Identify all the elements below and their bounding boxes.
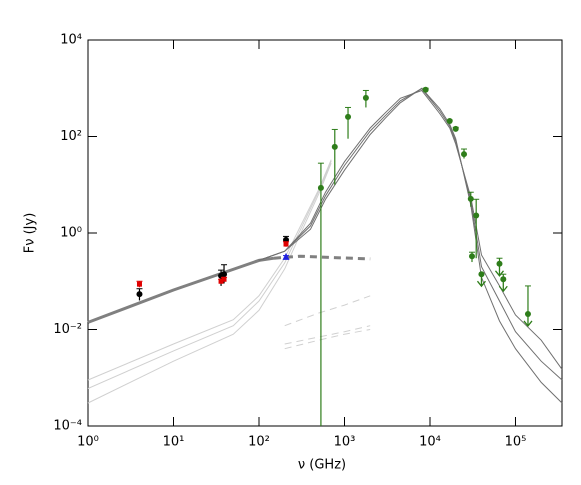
data-point (345, 113, 352, 120)
data-point (446, 117, 453, 124)
model-curve (87, 160, 332, 389)
data-point (524, 310, 531, 317)
data-point (282, 252, 290, 260)
model-curve (258, 87, 563, 404)
x-tick-label: 10⁰ (77, 435, 99, 450)
y-tick-label: 10⁻⁴ (53, 419, 82, 434)
x-tick-label: 10⁴ (419, 435, 441, 450)
model-curve (284, 325, 371, 345)
data-point (136, 281, 142, 287)
data-point (478, 271, 485, 278)
y-tick-label: 10⁻² (53, 322, 82, 337)
model-curve (284, 329, 371, 350)
x-tick-label: 10² (248, 435, 270, 450)
model-curve (87, 159, 332, 381)
x-tick-label: 10⁵ (505, 435, 527, 450)
model-curve (284, 295, 371, 327)
data-point (473, 212, 480, 219)
data-point (452, 125, 459, 132)
data-point (221, 271, 228, 278)
data-point (331, 143, 338, 150)
data-point (283, 241, 289, 247)
data-point (500, 276, 507, 283)
y-axis-label: Fν (Jy) (23, 213, 38, 254)
x-tick-label: 10³ (334, 435, 356, 450)
data-point (362, 94, 369, 101)
x-axis-label: ν (GHz) (298, 458, 346, 473)
data-point (496, 260, 503, 267)
data-point (422, 86, 429, 93)
y-tick-label: 10⁴ (60, 33, 82, 48)
data-point (136, 291, 143, 298)
data-point (461, 151, 468, 158)
model-curve (258, 89, 563, 370)
data-point (218, 278, 224, 284)
data-point (467, 195, 474, 202)
y-tick-label: 10² (60, 129, 82, 144)
model-curve (258, 88, 563, 381)
data-point (468, 253, 475, 260)
data-point (317, 184, 324, 191)
model-curve (87, 163, 332, 404)
x-tick-label: 10¹ (163, 435, 185, 450)
data-point (221, 276, 227, 282)
y-tick-label: 10⁰ (60, 226, 82, 241)
model-curve (87, 256, 275, 324)
